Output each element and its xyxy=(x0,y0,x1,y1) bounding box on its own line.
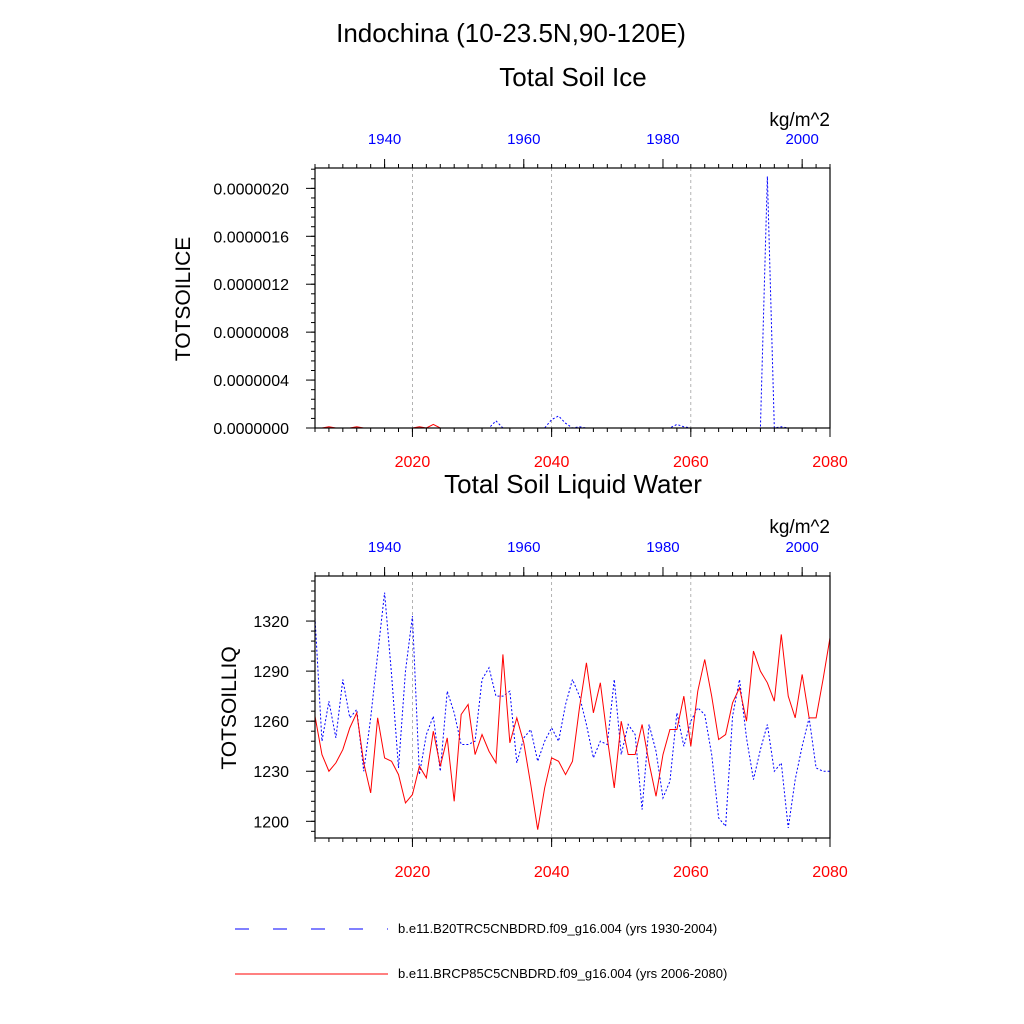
soil-liquid-hist-series-line xyxy=(314,592,830,829)
soil-ice-x-tick-label: 2060 xyxy=(673,454,709,471)
soil-ice-hist-series-line xyxy=(315,176,830,429)
page-title: Indochina (10-23.5N,90-120E) xyxy=(336,18,686,48)
soil-ice-y-tick-label: 0.0000012 xyxy=(213,277,289,294)
soil-liquid-y-tick-label: 1230 xyxy=(253,764,289,781)
soil-ice-x-tick-label: 2040 xyxy=(534,454,570,471)
soil-liquid-x-tick-label: 2020 xyxy=(395,864,431,881)
soil-liquid-rcp-series-line xyxy=(314,634,831,830)
soil-liquid-x-top-tick-label: 1940 xyxy=(368,539,401,556)
soil-liquid-title: Total Soil Liquid Water xyxy=(444,469,702,499)
soil-ice-y-tick-label: 0.0000000 xyxy=(213,421,289,438)
soil-liquid-y-tick-label: 1320 xyxy=(253,614,289,631)
soil-liquid-y-tick-label: 1260 xyxy=(253,714,289,731)
soil-ice-marks: 2020 2040 2060 2080 1940 1960 1980 2000 0.000000… xyxy=(213,131,848,471)
soil-ice-y-tick-label: 0.0000016 xyxy=(213,229,289,246)
soil-ice-plot-frame xyxy=(314,167,831,429)
soil-liquid-units: kg/m^2 xyxy=(769,517,830,538)
soil-liquid-ylabel: TOTSOILLIQ xyxy=(218,646,241,769)
soil-liquid-x-top-tick-label: 1960 xyxy=(507,539,540,556)
soil-ice-title: Total Soil Ice xyxy=(499,62,646,92)
legend-label-hist: b.e11.B20TRC5CNBDRD.f09_g16.004 (yrs 193… xyxy=(398,921,717,936)
soil-ice-x-top-tick-label: 1940 xyxy=(368,131,401,148)
soil-ice-y-tick-label: 0.0000020 xyxy=(213,181,289,198)
soil-ice-units: kg/m^2 xyxy=(769,110,830,131)
soil-liquid-x-tick-label: 2060 xyxy=(673,864,709,881)
soil-liquid-y-tick-label: 1290 xyxy=(253,664,289,681)
soil-ice-x-top-tick-label: 2000 xyxy=(785,131,818,148)
soil-liquid-panel: Total Soil Liquid Water kg/m^2 TOTSOILLI… xyxy=(218,469,848,881)
soil-liquid-x-tick-label: 2080 xyxy=(812,864,848,881)
soil-liquid-x-tick-label: 2040 xyxy=(534,864,570,881)
legend: b.e11.B20TRC5CNBDRD.f09_g16.004 (yrs 193… xyxy=(235,921,727,981)
soil-ice-x-tick-label: 2080 xyxy=(812,454,848,471)
soil-liquid-x-top-tick-label: 1980 xyxy=(646,539,679,556)
soil-ice-ylabel: TOTSOILICE xyxy=(172,237,195,361)
soil-liquid-plot-frame xyxy=(314,575,831,839)
soil-ice-x-top-tick-label: 1960 xyxy=(507,131,540,148)
soil-ice-y-tick-label: 0.0000008 xyxy=(213,325,289,342)
soil-ice-x-tick-label: 2020 xyxy=(395,454,431,471)
soil-ice-x-top-tick-label: 1980 xyxy=(646,131,679,148)
soil-ice-y-tick-label: 0.0000004 xyxy=(213,373,289,390)
soil-liquid-y-tick-label: 1200 xyxy=(253,814,289,831)
legend-label-rcp: b.e11.BRCP85C5CNBDRD.f09_g16.004 (yrs 20… xyxy=(398,966,727,981)
soil-liquid-x-top-tick-label: 2000 xyxy=(785,539,818,556)
soil-liquid-marks: 2020 2040 2060 2080 1940 1960 1980 2000 1200 1230… xyxy=(253,539,847,881)
soil-ice-panel: Total Soil Ice kg/m^2 TOTSOILICE 2020 204… xyxy=(172,62,848,471)
